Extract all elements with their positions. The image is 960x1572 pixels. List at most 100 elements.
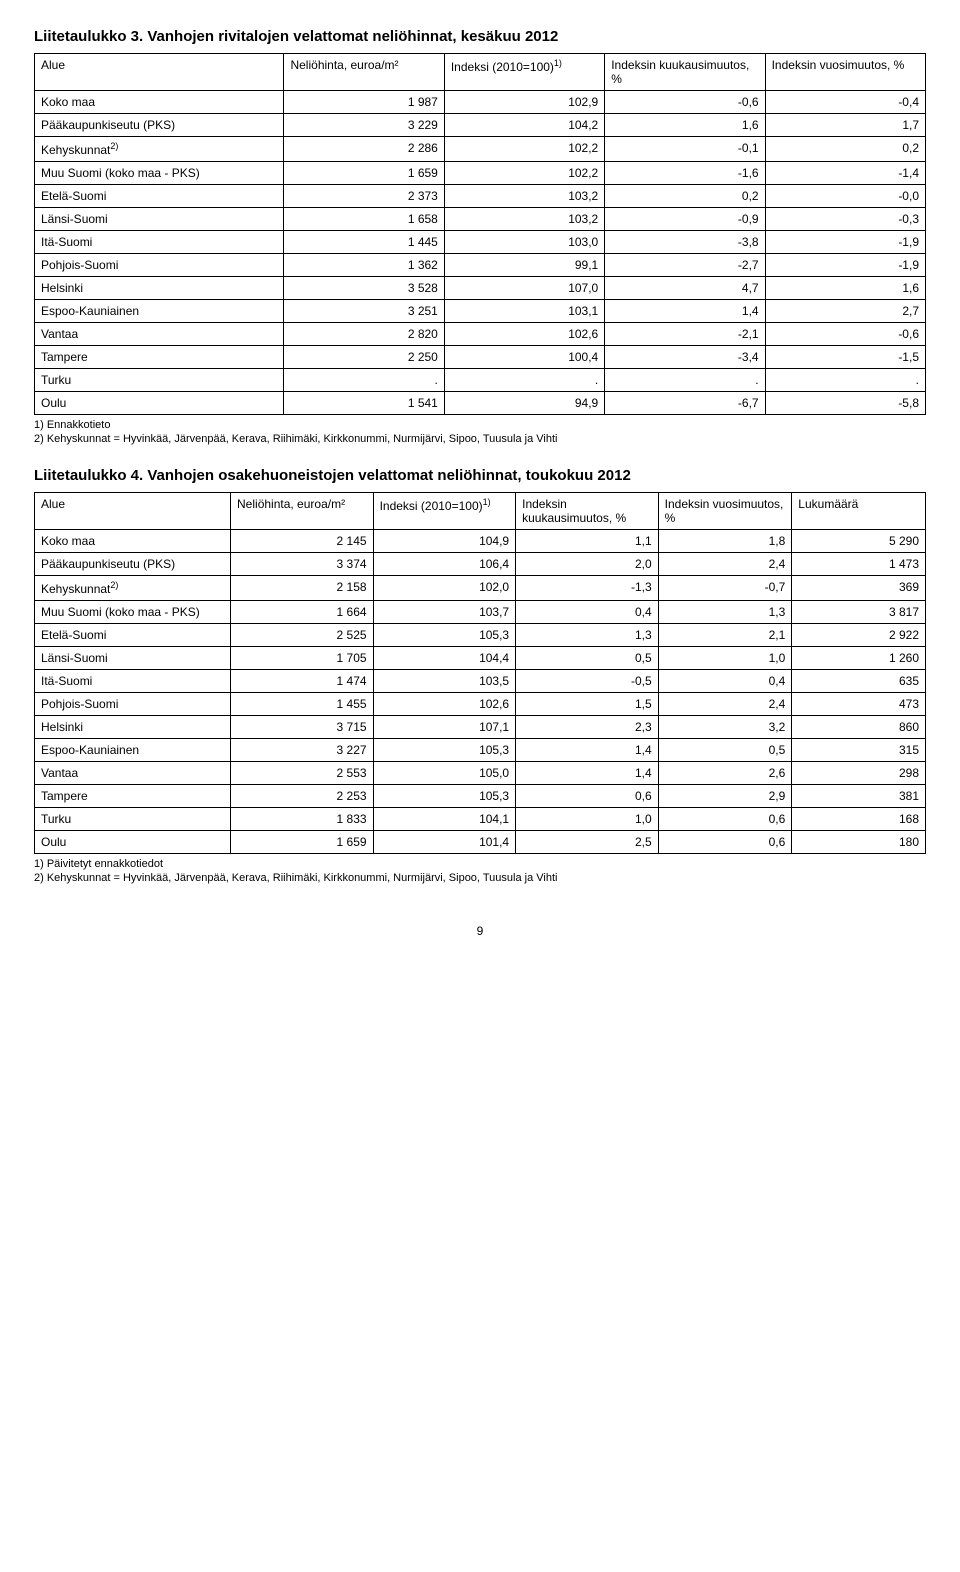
row-c1: 2 525 — [231, 624, 374, 647]
row-c4: -1,4 — [765, 162, 925, 185]
row-c1: 1 658 — [284, 208, 444, 231]
table3-col-alue: Alue — [35, 54, 284, 91]
row-label: Pohjois-Suomi — [35, 254, 284, 277]
row-c1: 1 833 — [231, 808, 374, 831]
table-row: Pääkaupunkiseutu (PKS)3 229104,21,61,7 — [35, 114, 926, 137]
table-row: Länsi-Suomi1 705104,40,51,01 260 — [35, 647, 926, 670]
table4-col-indeksi-text: Indeksi (2010=100) — [380, 499, 483, 513]
row-c5: 5 290 — [792, 530, 926, 553]
row-c2: 104,9 — [373, 530, 516, 553]
row-c4: 0,2 — [765, 137, 925, 162]
table4-footnote-1: 1) Päivitetyt ennakkotiedot — [34, 858, 926, 870]
row-c3: 0,4 — [516, 601, 659, 624]
row-c2: 103,1 — [444, 300, 604, 323]
row-c1: 2 250 — [284, 346, 444, 369]
row-c3: 0,2 — [605, 185, 765, 208]
row-label: Oulu — [35, 831, 231, 854]
row-c1: 1 659 — [284, 162, 444, 185]
row-c3: 0,5 — [516, 647, 659, 670]
row-c5: 298 — [792, 762, 926, 785]
row-c3: -0,5 — [516, 670, 659, 693]
row-label: Helsinki — [35, 277, 284, 300]
row-c3: 1,6 — [605, 114, 765, 137]
row-c1: 2 158 — [231, 576, 374, 601]
row-c3: 1,3 — [516, 624, 659, 647]
row-c3: 1,4 — [516, 739, 659, 762]
table-row: Turku1 833104,11,00,6168 — [35, 808, 926, 831]
row-c4: 1,8 — [658, 530, 792, 553]
row-label: Länsi-Suomi — [35, 208, 284, 231]
row-c4: 2,6 — [658, 762, 792, 785]
table3-title: Liitetaulukko 3. Vanhojen rivitalojen ve… — [34, 28, 926, 45]
row-c2: 107,0 — [444, 277, 604, 300]
row-c1: 1 659 — [231, 831, 374, 854]
row-label: Turku — [35, 808, 231, 831]
row-label: Etelä-Suomi — [35, 185, 284, 208]
row-label: Espoo-Kauniainen — [35, 739, 231, 762]
row-c4: 0,5 — [658, 739, 792, 762]
row-c5: 381 — [792, 785, 926, 808]
row-c4: -0,6 — [765, 323, 925, 346]
row-c2: 105,3 — [373, 739, 516, 762]
row-label: Länsi-Suomi — [35, 647, 231, 670]
row-c2: 105,3 — [373, 785, 516, 808]
row-c3: . — [605, 369, 765, 392]
table3-footnotes: 1) Ennakkotieto 2) Kehyskunnat = Hyvinkä… — [34, 419, 926, 445]
row-label: Espoo-Kauniainen — [35, 300, 284, 323]
table3-col-kuukausi: Indeksin kuukausimuutos, % — [605, 54, 765, 91]
table4-col-indeksi-sup: 1) — [483, 497, 491, 507]
row-c3: -6,7 — [605, 392, 765, 415]
table4-col-kuukausi: Indeksin kuukausimuutos, % — [516, 493, 659, 530]
table-row: Vantaa2 553105,01,42,6298 — [35, 762, 926, 785]
row-c3: -3,8 — [605, 231, 765, 254]
row-c5: 2 922 — [792, 624, 926, 647]
row-c3: 2,5 — [516, 831, 659, 854]
row-c1: . — [284, 369, 444, 392]
row-c2: 103,2 — [444, 208, 604, 231]
table3-col-indeksi-text: Indeksi (2010=100) — [451, 60, 554, 74]
row-c5: 315 — [792, 739, 926, 762]
row-c4: -0,4 — [765, 91, 925, 114]
row-c2: 102,9 — [444, 91, 604, 114]
row-c5: 635 — [792, 670, 926, 693]
table-row: Koko maa1 987102,9-0,6-0,4 — [35, 91, 926, 114]
row-c4: 0,6 — [658, 808, 792, 831]
table-row: Kehyskunnat2)2 158102,0-1,3-0,7369 — [35, 576, 926, 601]
row-c4: -1,9 — [765, 254, 925, 277]
table-row: Oulu1 659101,42,50,6180 — [35, 831, 926, 854]
row-label: Koko maa — [35, 530, 231, 553]
row-c1: 2 820 — [284, 323, 444, 346]
row-c2: 102,2 — [444, 162, 604, 185]
row-c2: 103,7 — [373, 601, 516, 624]
row-c2: 105,0 — [373, 762, 516, 785]
row-c3: 1,5 — [516, 693, 659, 716]
row-c2: . — [444, 369, 604, 392]
row-c1: 1 445 — [284, 231, 444, 254]
table-row: Muu Suomi (koko maa - PKS)1 664103,70,41… — [35, 601, 926, 624]
table-row: Etelä-Suomi2 373103,20,2-0,0 — [35, 185, 926, 208]
row-c4: 0,6 — [658, 831, 792, 854]
row-label: Pohjois-Suomi — [35, 693, 231, 716]
table3-header-row: Alue Neliöhinta, euroa/m² Indeksi (2010=… — [35, 54, 926, 91]
table-row: Espoo-Kauniainen3 227105,31,40,5315 — [35, 739, 926, 762]
table-row: Tampere2 250100,4-3,4-1,5 — [35, 346, 926, 369]
row-c5: 1 260 — [792, 647, 926, 670]
row-c4: 2,9 — [658, 785, 792, 808]
row-c1: 3 374 — [231, 553, 374, 576]
row-c4: -1,5 — [765, 346, 925, 369]
row-c4: -0,3 — [765, 208, 925, 231]
row-c2: 101,4 — [373, 831, 516, 854]
row-c4: -0,7 — [658, 576, 792, 601]
row-label: Helsinki — [35, 716, 231, 739]
row-c3: -2,7 — [605, 254, 765, 277]
row-c2: 104,4 — [373, 647, 516, 670]
row-c3: -0,9 — [605, 208, 765, 231]
table3: Alue Neliöhinta, euroa/m² Indeksi (2010=… — [34, 53, 926, 415]
row-c1: 1 362 — [284, 254, 444, 277]
table-row: Oulu1 54194,9-6,7-5,8 — [35, 392, 926, 415]
row-c5: 369 — [792, 576, 926, 601]
row-c3: 1,4 — [605, 300, 765, 323]
table-row: Itä-Suomi1 474103,5-0,50,4635 — [35, 670, 926, 693]
row-c1: 2 286 — [284, 137, 444, 162]
row-c2: 102,6 — [444, 323, 604, 346]
